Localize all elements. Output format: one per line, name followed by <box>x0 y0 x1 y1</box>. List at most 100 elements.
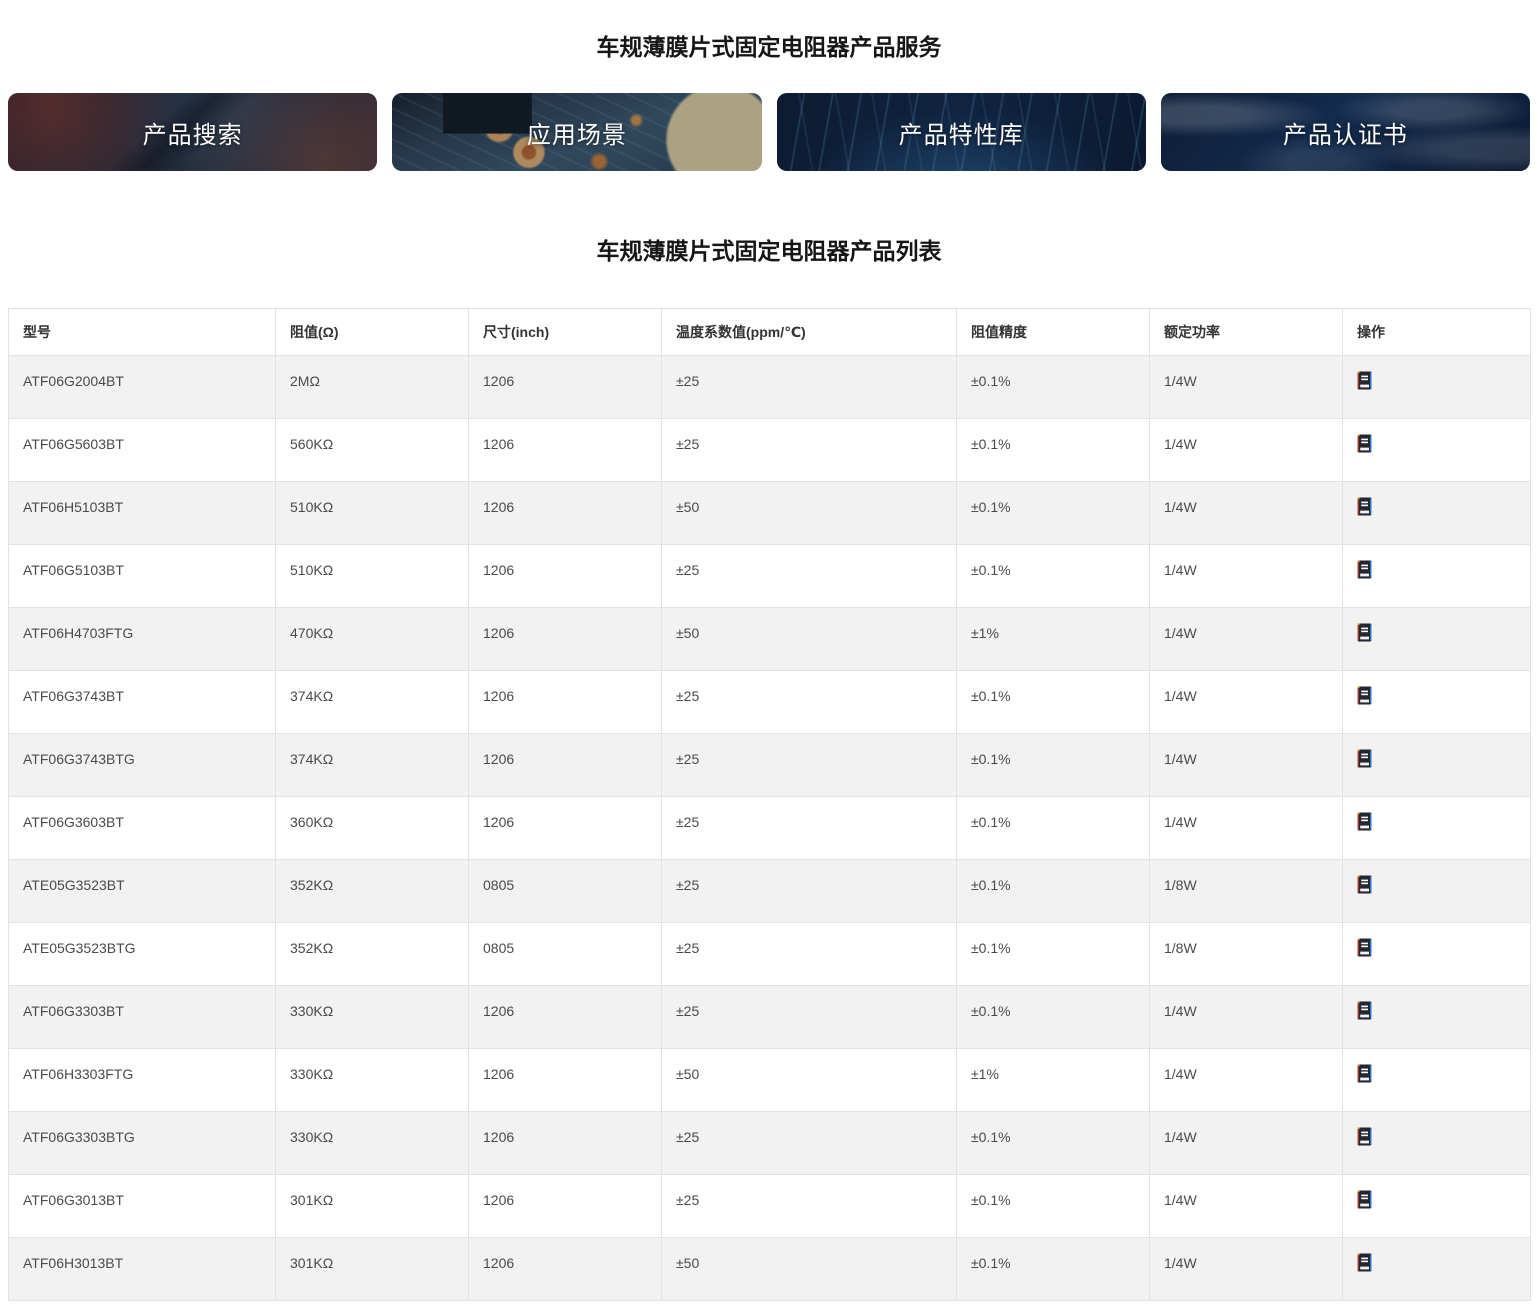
cell-size: 1206 <box>468 481 662 546</box>
cell-size: 1206 <box>468 985 662 1050</box>
banner-product-feature-library-label: 产品特性库 <box>898 121 1024 149</box>
cell-tolerance: ±0.1% <box>956 796 1150 861</box>
table-row: ATF06G3603BT 360KΩ 1206 ±25 ±0.1% 1/4W <box>8 796 1531 861</box>
banner-product-search[interactable]: 产品搜索 <box>8 93 378 172</box>
cell-resistance: 374KΩ <box>275 733 469 798</box>
page-title: 车规薄膜片式固定电阻器产品服务 <box>596 34 942 61</box>
cell-power: 1/4W <box>1149 733 1343 798</box>
cell-resistance: 510KΩ <box>275 544 469 609</box>
cell-resistance: 470KΩ <box>275 607 469 672</box>
table-row: ATF06G5603BT 560KΩ 1206 ±25 ±0.1% 1/4W <box>8 418 1531 483</box>
cell-resistance: 2MΩ <box>275 355 469 420</box>
datasheet-icon <box>1357 749 1372 768</box>
cell-tcr: ±25 <box>661 733 957 798</box>
cell-power: 1/4W <box>1149 418 1343 483</box>
cell-tcr: ±25 <box>661 418 957 483</box>
product-list-title: 车规薄膜片式固定电阻器产品列表 <box>596 238 942 265</box>
cell-power: 1/4W <box>1149 796 1343 861</box>
cell-size: 1206 <box>468 607 662 672</box>
view-datasheet-button[interactable] <box>1357 1127 1372 1146</box>
cell-tcr: ±25 <box>661 1174 957 1239</box>
banner-product-feature-library[interactable]: 产品特性库 <box>776 93 1146 172</box>
cell-tcr: ±50 <box>661 1237 957 1302</box>
cell-resistance: 330KΩ <box>275 1048 469 1113</box>
cell-tolerance: ±0.1% <box>956 670 1150 735</box>
cell-power: 1/4W <box>1149 1111 1343 1176</box>
cell-action <box>1342 985 1531 1050</box>
datasheet-icon <box>1357 875 1372 894</box>
datasheet-icon <box>1357 434 1372 453</box>
cell-model: ATF06H5103BT <box>8 481 276 546</box>
cell-size: 1206 <box>468 355 662 420</box>
cell-size: 1206 <box>468 1237 662 1302</box>
cell-resistance: 352KΩ <box>275 922 469 987</box>
view-datasheet-button[interactable] <box>1357 497 1372 516</box>
view-datasheet-button[interactable] <box>1357 560 1372 579</box>
cell-action <box>1342 481 1531 546</box>
banner-application-scenarios[interactable]: 应用场景 <box>392 93 762 172</box>
cell-size: 1206 <box>468 1174 662 1239</box>
cell-tolerance: ±1% <box>956 1048 1150 1113</box>
datasheet-icon <box>1357 560 1372 579</box>
cell-tcr: ±25 <box>661 670 957 735</box>
cell-tcr: ±25 <box>661 1111 957 1176</box>
cell-model: ATF06G3303BT <box>8 985 276 1050</box>
cell-action <box>1342 796 1531 861</box>
datasheet-icon <box>1357 1190 1372 1209</box>
banner-row: 产品搜索 应用场景 产品特性库 产品认证书 <box>0 93 1538 172</box>
cell-power: 1/8W <box>1149 922 1343 987</box>
view-datasheet-button[interactable] <box>1357 1001 1372 1020</box>
table-row: ATF06G3303BT 330KΩ 1206 ±25 ±0.1% 1/4W <box>8 985 1531 1050</box>
cell-tcr: ±50 <box>661 1048 957 1113</box>
table-row: ATE05G3523BT 352KΩ 0805 ±25 ±0.1% 1/8W <box>8 859 1531 924</box>
table-row: ATF06G3743BT 374KΩ 1206 ±25 ±0.1% 1/4W <box>8 670 1531 735</box>
column-header: 温度系数值(ppm/℃) <box>661 308 957 357</box>
cell-model: ATF06G3743BT <box>8 670 276 735</box>
cell-model: ATF06H3013BT <box>8 1237 276 1302</box>
cell-power: 1/4W <box>1149 481 1343 546</box>
cell-resistance: 301KΩ <box>275 1174 469 1239</box>
banner-product-certificates-label: 产品认证书 <box>1282 121 1408 149</box>
table-row: ATF06G3303BTG 330KΩ 1206 ±25 ±0.1% 1/4W <box>8 1111 1531 1176</box>
view-datasheet-button[interactable] <box>1357 623 1372 642</box>
view-datasheet-button[interactable] <box>1357 749 1372 768</box>
cell-action <box>1342 922 1531 987</box>
table-row: ATF06H3013BT 301KΩ 1206 ±50 ±0.1% 1/4W <box>8 1237 1531 1302</box>
cell-resistance: 301KΩ <box>275 1237 469 1302</box>
cell-size: 0805 <box>468 922 662 987</box>
cell-model: ATE05G3523BTG <box>8 922 276 987</box>
cell-tolerance: ±0.1% <box>956 985 1150 1050</box>
cell-resistance: 560KΩ <box>275 418 469 483</box>
cell-action <box>1342 1048 1531 1113</box>
view-datasheet-button[interactable] <box>1357 434 1372 453</box>
view-datasheet-button[interactable] <box>1357 812 1372 831</box>
cell-resistance: 360KΩ <box>275 796 469 861</box>
cell-size: 0805 <box>468 859 662 924</box>
cell-tolerance: ±0.1% <box>956 544 1150 609</box>
cell-power: 1/4W <box>1149 544 1343 609</box>
cell-resistance: 330KΩ <box>275 1111 469 1176</box>
view-datasheet-button[interactable] <box>1357 686 1372 705</box>
cell-power: 1/4W <box>1149 1048 1343 1113</box>
cell-model: ATE05G3523BT <box>8 859 276 924</box>
view-datasheet-button[interactable] <box>1357 371 1372 390</box>
cell-tolerance: ±0.1% <box>956 481 1150 546</box>
view-datasheet-button[interactable] <box>1357 1190 1372 1209</box>
view-datasheet-button[interactable] <box>1357 875 1372 894</box>
cell-tcr: ±25 <box>661 922 957 987</box>
cell-model: ATF06G2004BT <box>8 355 276 420</box>
cell-power: 1/8W <box>1149 859 1343 924</box>
view-datasheet-button[interactable] <box>1357 1064 1372 1083</box>
view-datasheet-button[interactable] <box>1357 1253 1372 1272</box>
column-header: 阻值精度 <box>956 308 1150 357</box>
table-row: ATF06G2004BT 2MΩ 1206 ±25 ±0.1% 1/4W <box>8 355 1531 420</box>
cell-tolerance: ±1% <box>956 607 1150 672</box>
cell-power: 1/4W <box>1149 1174 1343 1239</box>
view-datasheet-button[interactable] <box>1357 938 1372 957</box>
banner-product-certificates[interactable]: 产品认证书 <box>1160 93 1530 172</box>
banner-product-search-label: 产品搜索 <box>142 121 243 149</box>
datasheet-icon <box>1357 1064 1372 1083</box>
cell-resistance: 352KΩ <box>275 859 469 924</box>
cell-model: ATF06G3743BTG <box>8 733 276 798</box>
cell-resistance: 510KΩ <box>275 481 469 546</box>
